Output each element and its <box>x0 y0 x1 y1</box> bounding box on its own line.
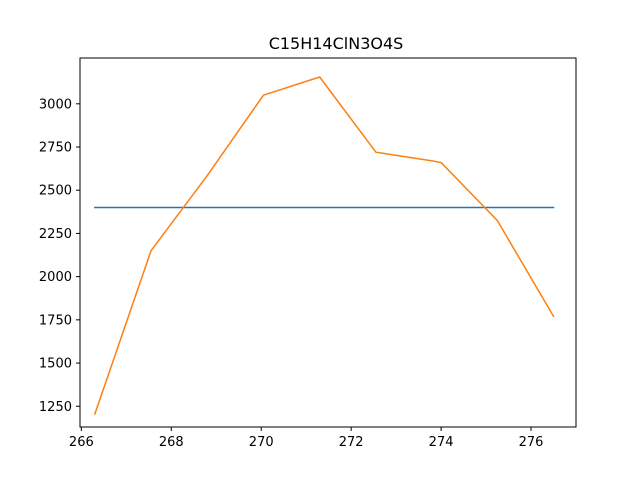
y-tick-label-7: 3000 <box>39 97 72 112</box>
x-tick-label-2: 270 <box>249 435 274 450</box>
chart-title: C15H14ClN3O4S <box>269 34 404 53</box>
y-tick-label-3: 2000 <box>39 270 72 285</box>
y-tick-label-4: 2250 <box>39 227 72 242</box>
x-tick-label-4: 274 <box>429 435 454 450</box>
axes-layer: 266 268 270 272 274 276 1250 1500 1750 2000 2250 25… <box>39 57 577 450</box>
y-tick-label-1: 1500 <box>39 357 72 372</box>
x-tick-label-1: 268 <box>159 435 184 450</box>
x-tick-label-0: 266 <box>69 435 94 450</box>
x-tick-label-5: 276 <box>519 435 544 450</box>
series-layer <box>93 76 555 415</box>
y-tick-label-0: 1250 <box>39 400 72 415</box>
series-line-1 <box>93 76 555 415</box>
y-tick-label-6: 2750 <box>39 141 72 156</box>
y-tick-label-2: 1750 <box>39 313 72 328</box>
plot-area-frame <box>79 57 577 428</box>
y-tick-label-5: 2500 <box>39 184 72 199</box>
x-tick-label-3: 272 <box>339 435 364 450</box>
